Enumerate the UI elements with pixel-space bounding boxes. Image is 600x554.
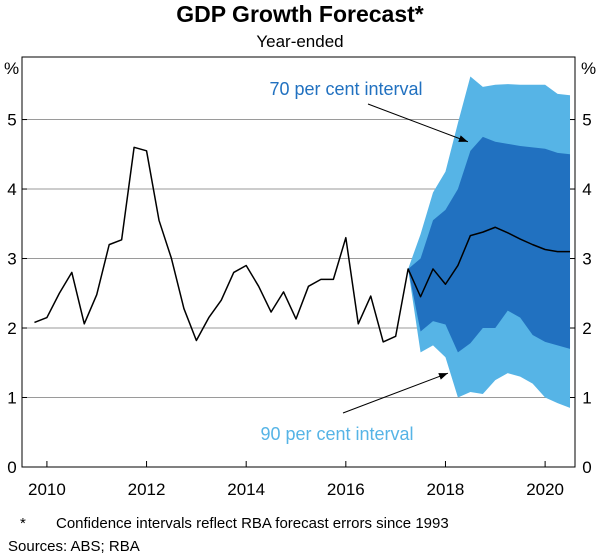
- annotation-90-per-cent-label: 90 per cent interval: [260, 424, 413, 444]
- y-tick-label-left-3: 3: [7, 250, 16, 269]
- footnote-text: Confidence intervals reflect RBA forecas…: [56, 515, 449, 532]
- x-tick-label-2016: 2016: [327, 480, 365, 499]
- x-tick-label-2012: 2012: [128, 480, 166, 499]
- plot-frame: [21, 56, 576, 468]
- y-tick-label-right-1: 1: [582, 389, 591, 408]
- x-axis-ticks: 2010 2012 2014 2016 2018 2020: [28, 461, 564, 499]
- y-tick-label-right-0: 0: [582, 458, 591, 477]
- x-tick-label-2020: 2020: [526, 480, 564, 499]
- y-tick-label-left-0: 0: [7, 458, 16, 477]
- annotation-90-arrow-line: [342, 372, 449, 414]
- gdp-line: [34, 146, 571, 343]
- y-unit-left: %: [4, 59, 19, 78]
- x-tick-label-2010: 2010: [28, 480, 66, 499]
- y-axis-right-ticks: 0 1 2 3 4 5: [570, 111, 592, 477]
- y-tick-label-right-5: 5: [582, 111, 591, 130]
- y-tick-label-right-2: 2: [582, 319, 591, 338]
- y-tick-label-right-4: 4: [582, 180, 591, 199]
- y-axis-left-ticks: 0 1 2 3 4 5: [7, 111, 27, 477]
- annotation-70-arrow-line: [367, 103, 469, 143]
- annotations: 70 per cent interval 90 per cent interval: [260, 79, 469, 444]
- gdp-line-series: [34, 146, 571, 343]
- x-tick-label-2014: 2014: [227, 480, 265, 499]
- y-unit-right: %: [581, 59, 596, 78]
- confidence-bands: [408, 76, 571, 408]
- y-tick-label-left-1: 1: [7, 389, 16, 408]
- band-70-per-cent: [408, 136, 571, 353]
- x-tick-label-2018: 2018: [427, 480, 465, 499]
- y-tick-label-right-3: 3: [582, 250, 591, 269]
- sources-text: Sources: ABS; RBA: [8, 538, 140, 554]
- footnote-marker: *: [20, 515, 26, 532]
- y-tick-label-left-5: 5: [7, 111, 16, 130]
- chart-title: GDP Growth Forecast*: [176, 1, 424, 27]
- annotation-70-per-cent-label: 70 per cent interval: [269, 79, 422, 99]
- annotation-90-arrow-head: [438, 373, 448, 380]
- chart-subtitle: Year-ended: [256, 32, 343, 51]
- y-tick-label-left-2: 2: [7, 319, 16, 338]
- y-tick-label-left-4: 4: [7, 180, 16, 199]
- annotation-70-arrow-head: [458, 135, 468, 142]
